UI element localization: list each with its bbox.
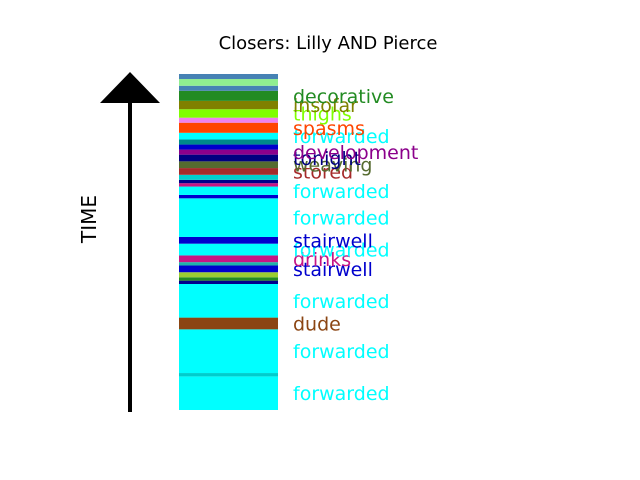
segment-bar (179, 376, 278, 410)
segment-bar (179, 154, 278, 162)
segment-bar (179, 236, 278, 244)
segment-bar (179, 109, 278, 118)
segment-label: development (293, 142, 418, 164)
segment-label: stored (293, 161, 353, 183)
segment-label: forwarded (293, 240, 390, 262)
segment-bar (179, 194, 278, 199)
segment-bar (179, 139, 278, 145)
segment-bar (179, 277, 278, 281)
segment-bar (179, 198, 278, 237)
segment-bar (179, 186, 278, 195)
segment-bar (179, 100, 278, 110)
segment-bar (179, 74, 278, 80)
segment-bar (179, 265, 278, 273)
segment-bar (179, 132, 278, 140)
segment-bar (179, 255, 278, 263)
segment-label: forwarded (293, 383, 390, 405)
segment-bar (179, 117, 278, 123)
segment-bar (179, 85, 278, 91)
segment-bar (179, 243, 278, 256)
segment-bar (179, 90, 278, 101)
segment-label: weaving (293, 155, 373, 177)
segment-bar (179, 161, 278, 169)
segment-bar (179, 79, 278, 86)
segment-label: forwarded (293, 341, 390, 363)
segment-bar (179, 122, 278, 133)
segment-label: thighs (293, 103, 352, 125)
segment-label: drinks (293, 249, 351, 271)
segment-label: stairwell (293, 230, 373, 252)
segment-bar (179, 262, 278, 266)
segment-bar (179, 284, 278, 318)
segment-bar (179, 149, 278, 155)
segment-label: stairwell (293, 259, 373, 281)
segment-bar (179, 168, 278, 175)
segment-label: forwarded (293, 181, 390, 203)
segment-label: forwarded (293, 291, 390, 313)
segment-bar (179, 179, 278, 184)
segment-label: tonight (293, 148, 361, 170)
segment-bar (179, 317, 278, 330)
segment-label: spasms (293, 118, 365, 140)
chart-title: Closers: Lilly AND Pierce (219, 33, 438, 54)
segment-bar (179, 329, 278, 374)
segment-label: dude (293, 313, 341, 335)
y-axis-label: TIME (77, 195, 101, 244)
segment-bar (179, 373, 278, 377)
segment-label: insofar (293, 95, 358, 117)
segment-bar (179, 174, 278, 180)
segment-bar (179, 183, 278, 187)
segment-labels: forwardedforwardeddudeforwardedstairwell… (293, 86, 418, 405)
segment-label: decorative (293, 86, 394, 108)
time-arrow-head (100, 72, 160, 103)
segment-label: forwarded (293, 208, 390, 230)
segments (179, 74, 278, 410)
segment-bar (179, 272, 278, 278)
segment-bar (179, 144, 278, 150)
segment-bar (179, 280, 278, 284)
segment-label: forwarded (293, 126, 390, 148)
